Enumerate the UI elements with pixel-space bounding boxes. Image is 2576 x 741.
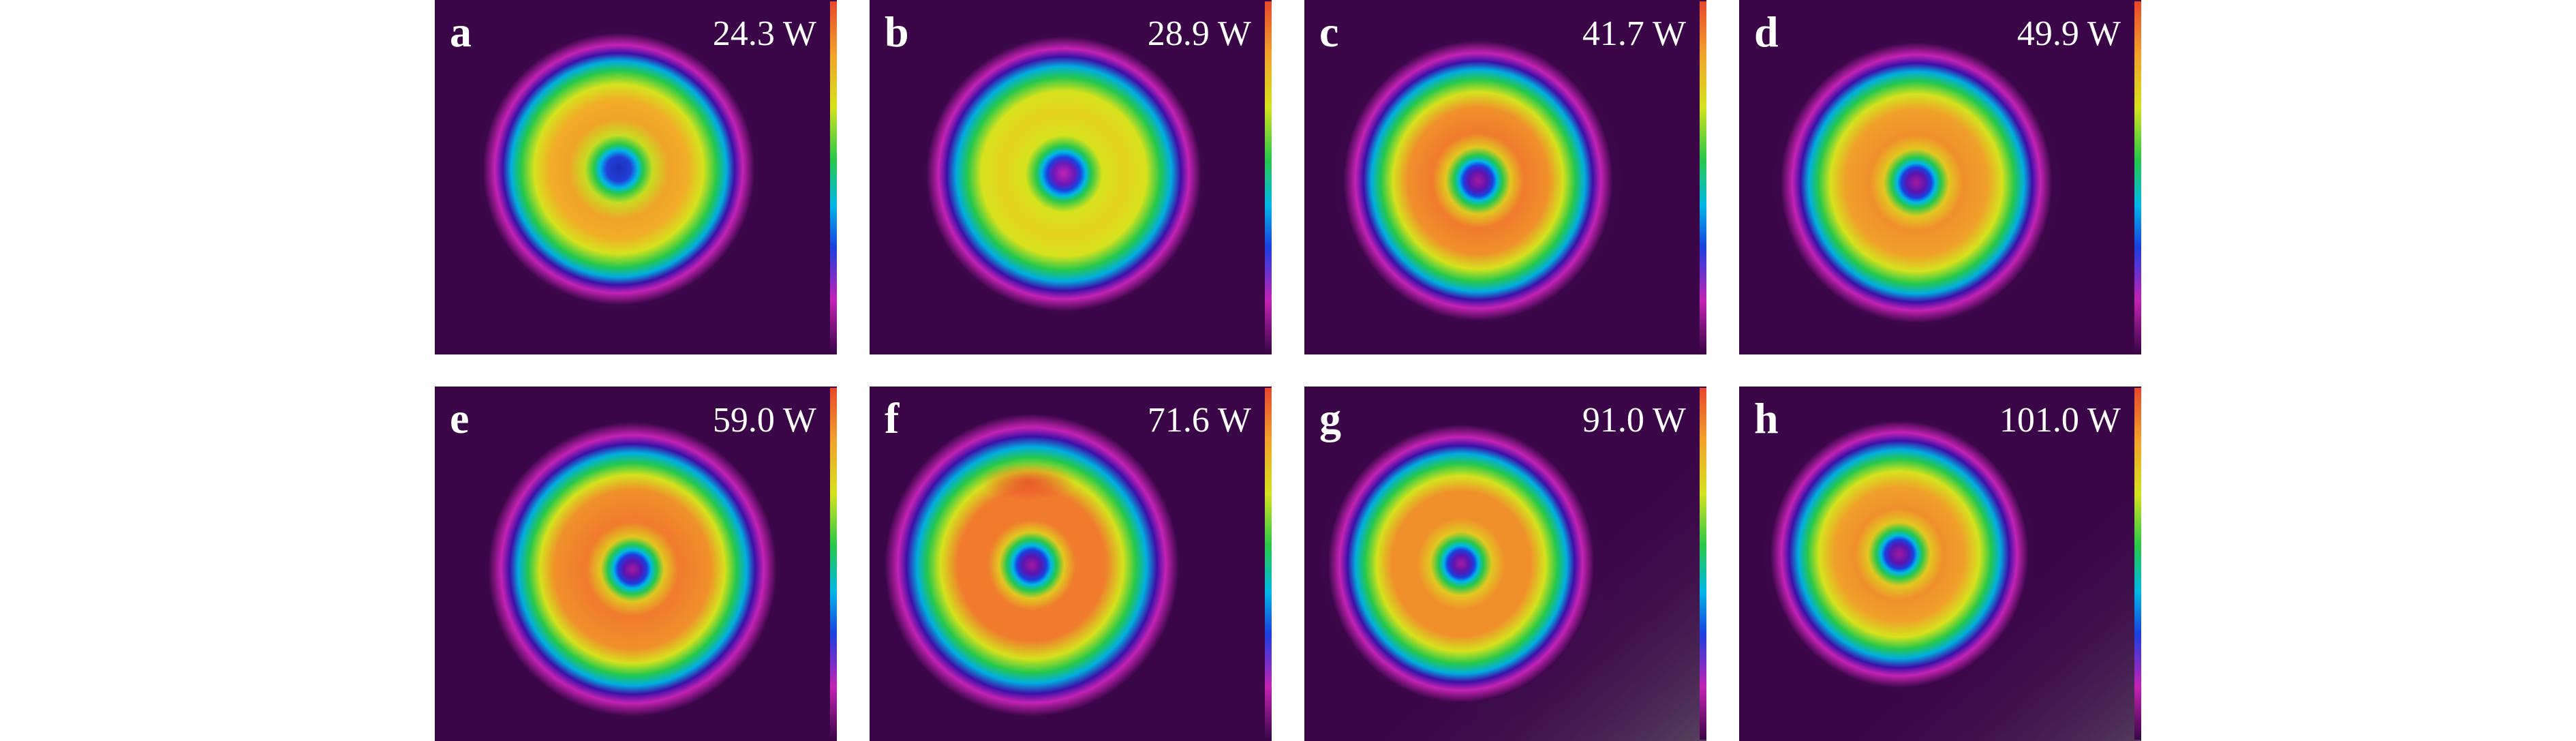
power-label: 91.0 W <box>1582 401 1686 440</box>
power-label: 71.6 W <box>1147 401 1251 440</box>
beam-profile-image-g <box>1304 387 1706 741</box>
panel-label: f <box>885 394 900 442</box>
beam-profile-image-d <box>1739 0 2141 354</box>
panel-label: b <box>885 7 909 56</box>
panel-f: f 71.6 W <box>870 387 1272 741</box>
panel-c: c 41.7 W <box>1304 0 1706 354</box>
power-label: 101.0 W <box>1999 401 2121 440</box>
power-label: 41.7 W <box>1582 14 1686 53</box>
colorbar <box>830 388 837 740</box>
beam-profile-image-b <box>870 0 1272 354</box>
colorbar <box>2134 1 2141 353</box>
colorbar <box>1265 388 1272 740</box>
power-label: 24.3 W <box>712 14 816 53</box>
power-label: 49.9 W <box>2017 14 2121 53</box>
beam-profile-image-a <box>435 0 837 354</box>
beam-profile-image-e <box>435 387 837 741</box>
panel-label: d <box>1754 7 1779 56</box>
power-label: 59.0 W <box>712 401 816 440</box>
beam-profile-image-f <box>870 387 1272 741</box>
colorbar <box>1700 1 1706 353</box>
colorbar <box>1700 388 1706 740</box>
panel-g: g 91.0 W <box>1304 387 1706 741</box>
colorbar <box>2134 388 2141 740</box>
panel-a: a 24.3 W <box>435 0 837 354</box>
colorbar <box>830 1 837 353</box>
panel-h: h 101.0 W <box>1739 387 2141 741</box>
beam-profile-image-h <box>1739 387 2141 741</box>
beam-profile-grid: a 24.3 W <box>435 0 2141 741</box>
panel-d: d 49.9 W <box>1739 0 2141 354</box>
panel-label: h <box>1754 394 1779 442</box>
panel-label: g <box>1319 394 1341 442</box>
colorbar <box>1265 1 1272 353</box>
beam-profile-image-c <box>1304 0 1706 354</box>
panel-label: a <box>450 7 472 56</box>
panel-label: c <box>1319 7 1339 56</box>
power-label: 28.9 W <box>1147 14 1251 53</box>
panel-label: e <box>450 394 470 442</box>
panel-b: b 28.9 W <box>870 0 1272 354</box>
panel-e: e 59.0 W <box>435 387 837 741</box>
